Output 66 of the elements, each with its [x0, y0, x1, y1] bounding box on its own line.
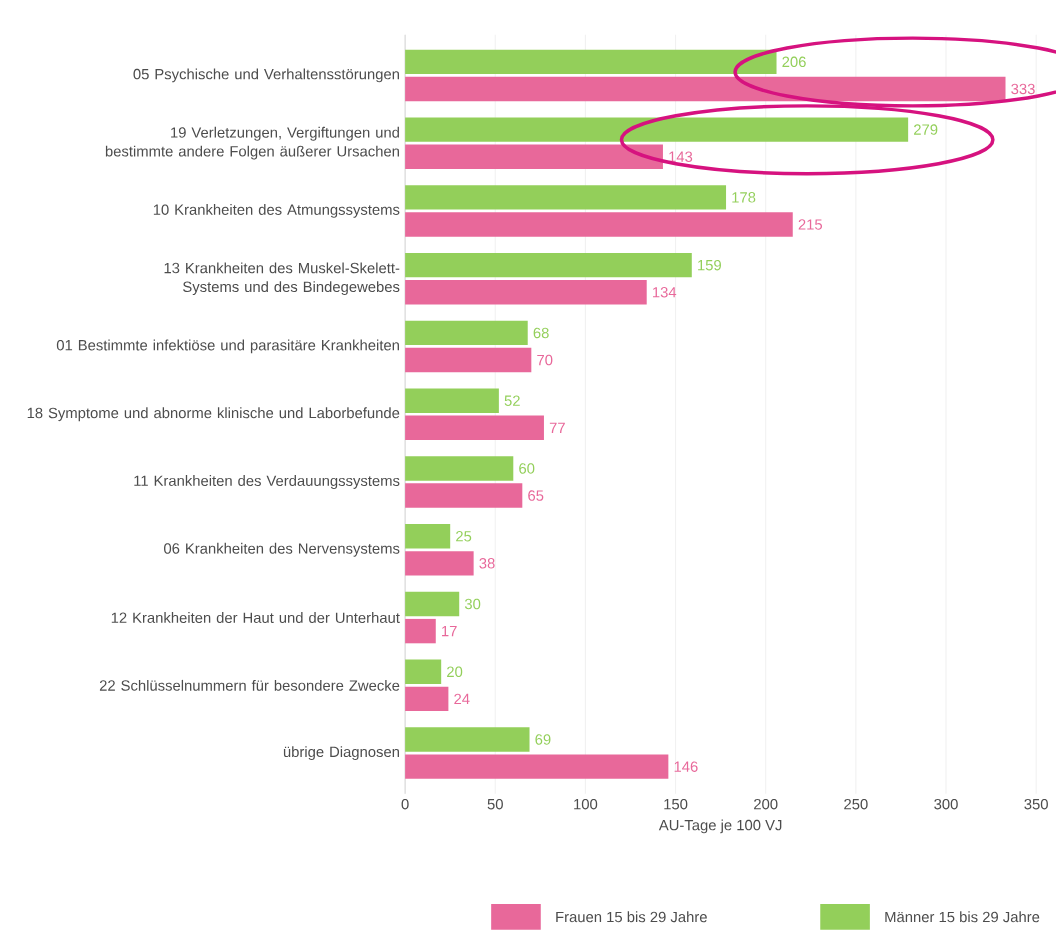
bar: [405, 212, 793, 237]
data-label: 70: [537, 354, 553, 366]
y-tick-label: 11 Krankheiten des Verdauungssystems: [134, 475, 400, 490]
bar: [405, 185, 727, 210]
x-tick-label: 300: [934, 799, 958, 810]
bar: [405, 659, 442, 685]
bar: [405, 347, 532, 373]
legend-label: Frauen 15 bis 29 Jahre: [556, 911, 707, 923]
y-tick-label: 05 Psychische und Verhaltensstörungen: [133, 68, 399, 83]
bar: [405, 280, 647, 305]
x-tick-label: 350: [1024, 799, 1048, 810]
bar: [405, 49, 777, 75]
data-label: 206: [782, 56, 806, 68]
bar: [405, 551, 474, 576]
bar: [405, 524, 451, 549]
data-label: 215: [798, 219, 823, 230]
y-tick-label: 13 Krankheiten des Muskel-Skelett-Systems und des Bindegewebes: [164, 262, 400, 296]
bar: [405, 483, 523, 508]
y-tick-label: übrige Diagnosen: [283, 746, 399, 761]
y-tick-label: 01 Bestimmte infektiöse und parasitäre Krankheiten: [56, 339, 399, 354]
y-tick-label: 06 Krankheiten des Nervensystems: [164, 543, 400, 557]
data-label: 68: [533, 327, 549, 339]
y-tick-label: 22 Schlüsselnummern für besondere Zwecke: [99, 680, 400, 691]
data-label: 60: [519, 463, 535, 474]
bar: [405, 686, 449, 712]
data-label: 17: [442, 626, 457, 637]
data-label: 52: [504, 395, 520, 407]
data-label: 279: [914, 124, 938, 135]
data-label: 159: [698, 260, 721, 271]
data-label: 38: [479, 558, 495, 569]
data-label: 30: [464, 598, 481, 610]
data-label: 143: [669, 151, 693, 163]
x-tick-label: 250: [844, 799, 868, 810]
bar: [405, 754, 669, 779]
x-tick-label: 200: [754, 799, 778, 810]
x-tick-label: 50: [487, 799, 503, 810]
data-label: 24: [454, 693, 470, 705]
data-label: 134: [653, 287, 677, 298]
bar: [405, 388, 499, 414]
data-label: 178: [732, 192, 756, 203]
x-tick-label: 100: [574, 799, 598, 810]
bar: [405, 253, 692, 278]
data-label: 69: [535, 734, 551, 745]
bar: [405, 619, 436, 644]
bar: [405, 415, 544, 441]
y-tick-label: 19 Verletzungen, Vergiftungen und bestimmte andere Folgen äußerer Ursachen: [105, 127, 399, 160]
x-axis-title: AU-Tage je 100 VJ: [658, 819, 782, 834]
bar: [405, 456, 514, 481]
data-label: 77: [549, 422, 565, 434]
data-label: 25: [456, 531, 472, 542]
data-label: 146: [674, 761, 698, 773]
x-tick-label: 0: [401, 799, 409, 810]
bar: [405, 76, 1006, 102]
y-tick-label: 10 Krankheiten des Atmungssystems: [153, 204, 400, 218]
x-tick-label: 150: [664, 799, 688, 810]
data-label: 333: [1011, 83, 1035, 95]
bar: [405, 591, 460, 617]
legend-label: Männer 15 bis 29 Jahre: [885, 911, 1040, 923]
bar: [405, 117, 909, 142]
y-tick-label: 18 Symptome und abnorme klinische und Laborbefunde: [27, 407, 400, 422]
data-label: 65: [528, 490, 544, 501]
bar: [405, 727, 530, 752]
bar: [405, 144, 663, 170]
bar: [405, 320, 528, 346]
data-label: 20: [447, 666, 463, 678]
y-tick-label: 12 Krankheiten der Haut und der Unterhaut: [111, 612, 400, 624]
